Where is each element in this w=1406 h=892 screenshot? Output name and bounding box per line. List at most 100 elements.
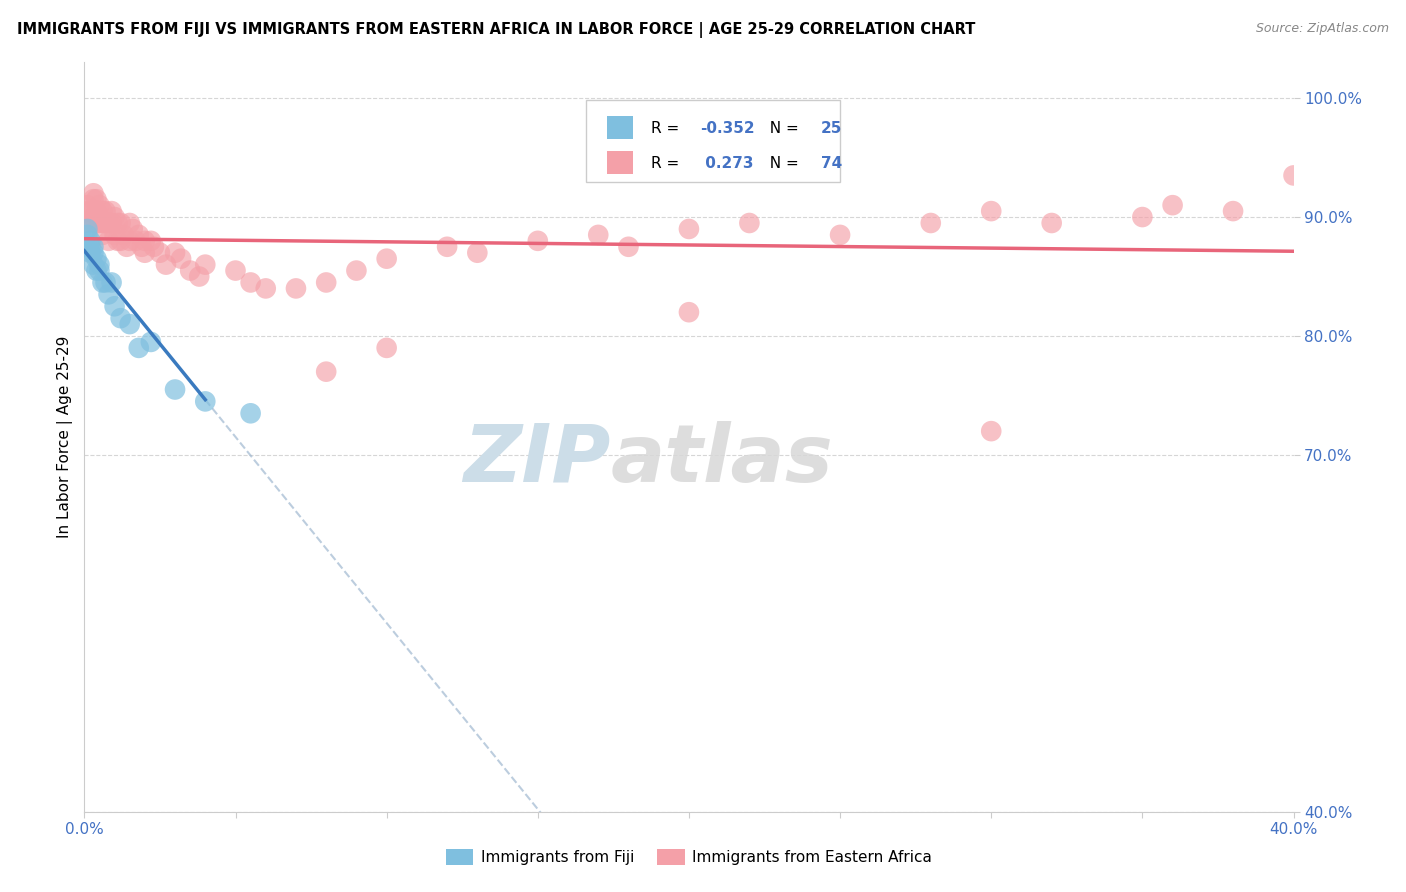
Point [118, 216, 141, 230]
Point [97, 234, 120, 248]
Point [285, 281, 308, 295]
Point [1222, 204, 1244, 219]
Point [118, 234, 141, 248]
Point [239, 276, 262, 290]
Y-axis label: In Labor Force | Age 25-29: In Labor Force | Age 25-29 [58, 336, 73, 538]
Point [225, 263, 247, 277]
Point [155, 258, 177, 272]
Text: atlas: atlas [610, 420, 834, 499]
Point [112, 227, 135, 242]
Point [73, 240, 96, 254]
Text: 74: 74 [821, 156, 842, 171]
Point [128, 341, 150, 355]
Point [165, 383, 187, 397]
Point [315, 276, 337, 290]
Point [920, 216, 942, 230]
Point [678, 305, 700, 319]
Point [100, 276, 122, 290]
Point [115, 240, 138, 254]
Point [79, 234, 101, 248]
Point [110, 216, 132, 230]
Point [436, 240, 458, 254]
Point [79, 245, 101, 260]
Point [131, 240, 153, 254]
Point [76, 227, 98, 242]
Point [82, 186, 104, 201]
Point [76, 198, 98, 212]
Point [94, 216, 117, 230]
Text: 25: 25 [821, 121, 842, 136]
Text: 0.273: 0.273 [700, 156, 754, 171]
Point [134, 234, 156, 248]
Text: ZIP: ZIP [463, 420, 610, 499]
Point [97, 216, 120, 230]
Point [375, 341, 398, 355]
Point [588, 227, 610, 242]
Text: N =: N = [761, 156, 804, 171]
Point [1130, 210, 1153, 224]
Point [1040, 216, 1063, 230]
Point [82, 245, 104, 260]
Point [118, 317, 141, 331]
Point [527, 234, 550, 248]
Point [86, 204, 108, 219]
Point [89, 263, 111, 277]
Point [100, 204, 122, 219]
Point [165, 245, 187, 260]
Point [86, 216, 108, 230]
Point [239, 406, 262, 420]
Point [170, 252, 193, 266]
Point [110, 311, 132, 326]
FancyBboxPatch shape [607, 151, 633, 174]
Point [110, 234, 132, 248]
Point [149, 245, 172, 260]
Point [1282, 169, 1305, 183]
Point [86, 263, 108, 277]
Point [89, 216, 111, 230]
Point [678, 222, 700, 236]
Point [104, 227, 127, 242]
Point [346, 263, 368, 277]
Point [125, 234, 148, 248]
Point [134, 245, 156, 260]
Text: -0.352: -0.352 [700, 121, 755, 136]
Point [100, 216, 122, 230]
Point [467, 245, 489, 260]
Point [830, 227, 852, 242]
Point [94, 276, 117, 290]
Point [139, 234, 162, 248]
Legend: Immigrants from Fiji, Immigrants from Eastern Africa: Immigrants from Fiji, Immigrants from Ea… [440, 843, 938, 871]
Point [89, 258, 111, 272]
Point [738, 216, 761, 230]
Point [86, 252, 108, 266]
Point [1161, 198, 1184, 212]
Text: IMMIGRANTS FROM FIJI VS IMMIGRANTS FROM EASTERN AFRICA IN LABOR FORCE | AGE 25-2: IMMIGRANTS FROM FIJI VS IMMIGRANTS FROM … [17, 22, 976, 38]
Text: R =: R = [651, 156, 685, 171]
FancyBboxPatch shape [607, 116, 633, 139]
Point [375, 252, 398, 266]
Point [79, 216, 101, 230]
Point [89, 198, 111, 212]
Point [104, 210, 127, 224]
Point [91, 216, 114, 230]
Point [128, 227, 150, 242]
Point [121, 222, 143, 236]
Point [82, 210, 104, 224]
Text: R =: R = [651, 121, 685, 136]
Point [139, 334, 162, 349]
Point [82, 192, 104, 206]
Point [86, 192, 108, 206]
Point [76, 222, 98, 236]
Point [179, 263, 201, 277]
Point [617, 240, 640, 254]
Point [97, 287, 120, 301]
Point [89, 210, 111, 224]
Point [254, 281, 277, 295]
Point [79, 240, 101, 254]
Point [315, 365, 337, 379]
Point [82, 258, 104, 272]
Point [94, 204, 117, 219]
Point [188, 269, 211, 284]
Point [82, 240, 104, 254]
Text: N =: N = [761, 121, 804, 136]
